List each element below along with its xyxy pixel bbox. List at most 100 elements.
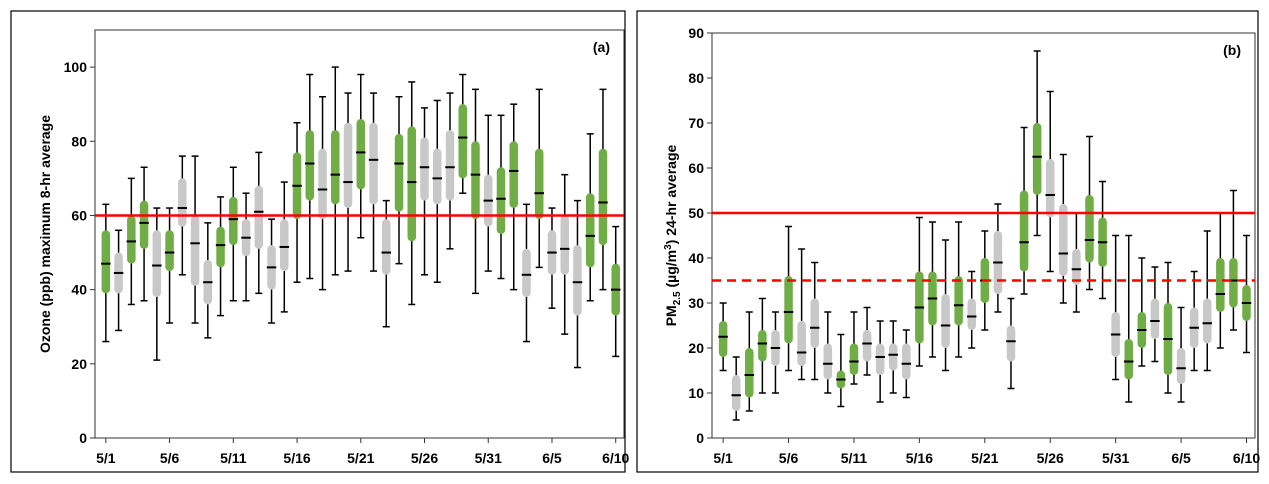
panel-frame xyxy=(10,10,626,473)
y-tick-label: 10 xyxy=(688,385,704,401)
box-5-24 xyxy=(1019,126,1029,295)
box-6-10 xyxy=(1241,234,1252,354)
box-iqr xyxy=(331,130,340,205)
box-iqr xyxy=(784,276,793,344)
x-tick-label: 5/11 xyxy=(220,450,247,466)
y-tick-label: 20 xyxy=(688,340,704,356)
y-tick-label: 60 xyxy=(688,160,704,176)
box-5-11 xyxy=(228,166,239,302)
box-iqr xyxy=(967,298,976,330)
box-5-22 xyxy=(993,203,1003,313)
box-6-2 xyxy=(1137,257,1147,367)
y-tick-label: 0 xyxy=(696,430,704,446)
box-iqr xyxy=(1085,195,1094,263)
box-iqr xyxy=(1150,298,1160,339)
box-5-16 xyxy=(292,121,302,283)
plot-area xyxy=(711,32,1256,439)
box-6-1 xyxy=(496,114,506,280)
box-6-1 xyxy=(1123,234,1134,403)
box-5-28 xyxy=(1071,212,1082,313)
x-tick-label: 6/5 xyxy=(1171,450,1191,466)
box-iqr xyxy=(254,185,264,249)
box-iqr xyxy=(598,148,608,246)
box-5-31 xyxy=(1110,234,1121,381)
box-iqr xyxy=(902,343,911,380)
x-tick-label: 5/1 xyxy=(713,450,733,466)
box-iqr xyxy=(496,167,506,234)
y-tick-label: 20 xyxy=(71,356,87,372)
x-tick-label: 5/6 xyxy=(160,450,180,466)
x-tick-label: 5/26 xyxy=(411,450,438,466)
y-tick-label: 80 xyxy=(688,70,704,86)
box-iqr xyxy=(1216,258,1225,312)
box-5-1 xyxy=(101,203,111,343)
box-5-2 xyxy=(731,356,741,421)
x-tick-label: 5/26 xyxy=(1037,450,1064,466)
box-5-14 xyxy=(266,218,277,324)
box-iqr xyxy=(394,133,404,212)
y-axis-title-part: PM xyxy=(663,305,679,326)
box-6-6 xyxy=(559,173,570,335)
box-iqr xyxy=(941,294,950,348)
box-5-4 xyxy=(139,166,149,302)
box-5-14 xyxy=(888,320,898,394)
box-iqr xyxy=(280,219,289,272)
box-5-17 xyxy=(305,73,315,280)
box-iqr xyxy=(420,137,429,201)
panel-b-pm25-chart: 0 10 20 30 40 50 60 70 80 90 5/1 5/6 5/11 5/16 5/21 5/2… xyxy=(636,10,1260,473)
plot-area xyxy=(94,29,625,439)
y-tick-label: 60 xyxy=(71,207,87,223)
panel-label: (b) xyxy=(1223,42,1241,58)
box-5-15 xyxy=(901,329,912,399)
box-iqr xyxy=(522,248,531,298)
box-6-3 xyxy=(1150,266,1160,363)
y-tick-label: 30 xyxy=(688,295,704,311)
box-6-3 xyxy=(521,203,532,343)
box-6-4 xyxy=(534,88,544,269)
box-iqr xyxy=(823,343,833,380)
box-5-8 xyxy=(190,155,200,324)
x-tick-label: 5/6 xyxy=(779,450,799,466)
box-iqr xyxy=(1176,348,1186,384)
box-iqr xyxy=(139,200,149,249)
box-iqr xyxy=(758,330,767,362)
x-tick-label: 6/10 xyxy=(1233,450,1260,466)
box-5-11 xyxy=(849,311,859,385)
box-5-20 xyxy=(343,92,353,272)
box-5-3 xyxy=(744,311,755,412)
box-iqr xyxy=(1045,159,1055,218)
box-iqr xyxy=(560,215,569,275)
box-5-31 xyxy=(483,114,493,272)
y-tick-label: 40 xyxy=(688,250,704,266)
box-iqr xyxy=(152,230,162,298)
box-iqr xyxy=(1124,339,1133,380)
y-axis-title: Ozone (ppb) maximum 8-hr average xyxy=(37,115,53,353)
box-iqr xyxy=(343,122,353,209)
box-5-18 xyxy=(317,96,328,291)
box-5-24 xyxy=(394,96,404,265)
box-iqr xyxy=(534,148,544,220)
panel-frame xyxy=(636,10,1259,473)
box-5-30 xyxy=(1097,180,1108,300)
y-axis-title-part: (µg/m xyxy=(663,250,679,292)
box-iqr xyxy=(165,230,174,272)
box-5-6 xyxy=(164,207,175,324)
box-5-2 xyxy=(113,229,124,332)
x-tick-label: 5/11 xyxy=(841,450,868,466)
y-tick-label: 40 xyxy=(71,282,87,298)
box-5-20 xyxy=(966,270,977,349)
x-tick-label: 5/16 xyxy=(906,450,933,466)
box-6-8 xyxy=(1215,212,1226,349)
box-iqr xyxy=(369,122,378,205)
x-tick-label: 5/31 xyxy=(1102,450,1129,466)
box-5-5 xyxy=(152,207,162,361)
box-iqr xyxy=(458,104,468,179)
box-5-4 xyxy=(757,297,768,394)
y-tick-label: 90 xyxy=(688,25,704,41)
box-iqr xyxy=(849,343,859,375)
box-6-4 xyxy=(1163,261,1173,394)
box-iqr xyxy=(356,119,366,190)
box-iqr xyxy=(745,348,754,398)
box-6-7 xyxy=(1202,230,1212,372)
